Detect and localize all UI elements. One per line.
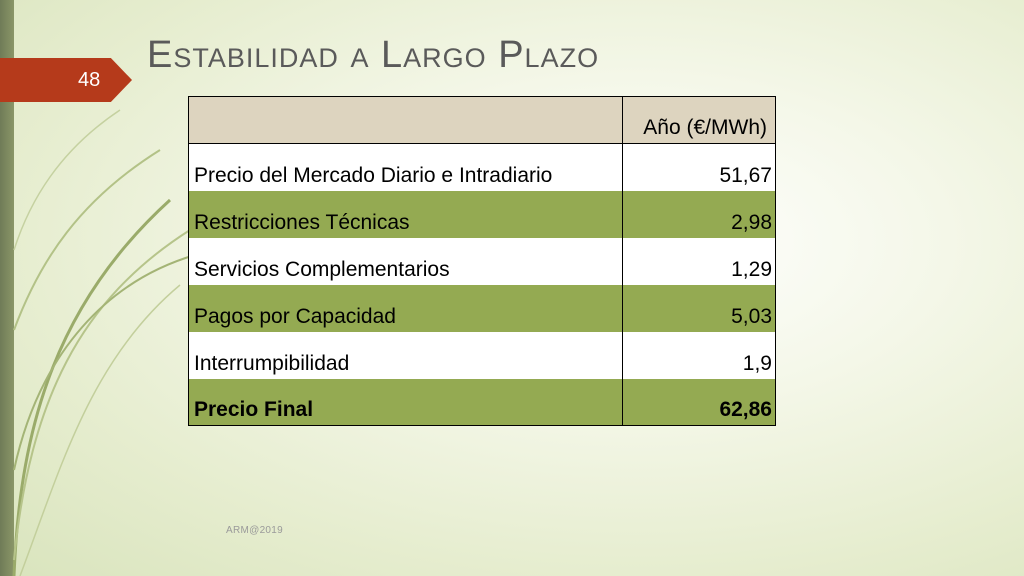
- row-value: 1,29: [622, 237, 776, 285]
- footer-text: ARM@2019: [226, 525, 284, 536]
- table-row: Pagos por Capacidad 5,03: [188, 284, 776, 332]
- row-label: Pagos por Capacidad: [188, 284, 623, 332]
- row-value: 5,03: [622, 284, 776, 332]
- table-row: Interrumpibilidad 1,9: [188, 331, 776, 379]
- price-table: Año (€/MWh) Precio del Mercado Diario e …: [188, 96, 776, 426]
- table-header-year: Año (€/MWh): [622, 96, 776, 144]
- table-row: Precio del Mercado Diario e Intradiario …: [188, 143, 776, 191]
- page-number-badge: 48: [0, 58, 132, 102]
- total-value: 62,86: [622, 378, 776, 426]
- slide-title: Estabilidad a Largo Plazo: [147, 34, 600, 76]
- table-row: Servicios Complementarios 1,29: [188, 237, 776, 285]
- row-label: Interrumpibilidad: [188, 331, 623, 379]
- row-label: Servicios Complementarios: [188, 237, 623, 285]
- table-header-row: Año (€/MWh): [188, 96, 776, 144]
- row-value: 1,9: [622, 331, 776, 379]
- row-value: 2,98: [622, 190, 776, 238]
- table-row-total: Precio Final 62,86: [188, 378, 776, 426]
- decorative-curves: [12, 109, 196, 576]
- row-value: 51,67: [622, 143, 776, 191]
- page-number: 48: [78, 69, 101, 91]
- row-label: Restricciones Técnicas: [188, 190, 623, 238]
- row-label: Precio del Mercado Diario e Intradiario: [188, 143, 623, 191]
- table-header-empty: [188, 96, 623, 144]
- table-row: Restricciones Técnicas 2,98: [188, 190, 776, 238]
- left-accent-bar: [0, 0, 14, 576]
- total-label: Precio Final: [188, 378, 623, 426]
